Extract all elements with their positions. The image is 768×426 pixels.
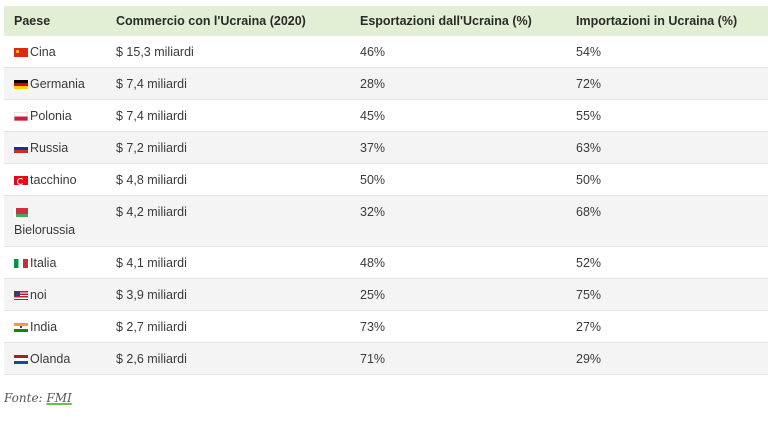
imports-cell: 55%: [576, 109, 602, 123]
country-cell: Italia: [4, 247, 106, 279]
netherlands-flag-icon: [14, 355, 28, 364]
china-flag-icon: [14, 48, 28, 57]
country-cell: Russia: [4, 132, 106, 164]
imports-cell: 54%: [576, 45, 602, 59]
country-name: Olanda: [30, 352, 71, 366]
exports-cell: 32%: [360, 205, 386, 219]
header-trade: Commercio con l'Ucraina (2020): [116, 14, 306, 28]
exports-cell: 25%: [360, 288, 386, 302]
exports-cell: 50%: [360, 173, 386, 187]
country-cell: Olanda: [4, 343, 106, 375]
country-name: Bielorussia: [14, 223, 76, 237]
table-row: Cina $ 15,3 miliardi 46% 54%: [4, 36, 768, 68]
header-imports: Importazioni in Ucraina (%): [576, 14, 738, 28]
trade-cell: $ 7,2 miliardi: [116, 141, 187, 155]
trade-cell: $ 4,2 miliardi: [116, 205, 187, 219]
usa-flag-icon: [14, 291, 28, 300]
exports-cell: 45%: [360, 109, 386, 123]
imports-cell: 27%: [576, 320, 602, 334]
table-row: Polonia $ 7,4 miliardi 45% 55%: [4, 100, 768, 132]
imports-cell: 29%: [576, 352, 602, 366]
trade-cell: $ 15,3 miliardi: [116, 45, 194, 59]
country-name: Germania: [30, 77, 85, 91]
country-cell: Polonia: [4, 100, 106, 132]
imports-cell: 50%: [576, 173, 602, 187]
trade-cell: $ 4,8 miliardi: [116, 173, 187, 187]
table-row: Bielorussia $ 4,2 miliardi 32% 68%: [4, 195, 768, 247]
exports-cell: 73%: [360, 320, 386, 334]
india-flag-icon: [14, 323, 28, 332]
exports-cell: 48%: [360, 256, 386, 270]
table-header-row: Paese Commercio con l'Ucraina (2020) Esp…: [4, 6, 768, 36]
exports-cell: 28%: [360, 77, 386, 91]
imports-cell: 72%: [576, 77, 602, 91]
country-cell: Germania: [4, 68, 106, 100]
italy-flag-icon: [14, 259, 28, 268]
trade-table: Paese Commercio con l'Ucraina (2020) Esp…: [4, 6, 768, 375]
germany-flag-icon: [14, 80, 28, 89]
imports-cell: 68%: [576, 205, 602, 219]
turkey-flag-icon: [14, 176, 28, 185]
trade-cell: $ 4,1 miliardi: [116, 256, 187, 270]
country-name: noi: [30, 288, 47, 302]
country-cell: tacchino: [4, 164, 106, 196]
russia-flag-icon: [14, 144, 28, 153]
table-row: Italia $ 4,1 miliardi 48% 52%: [4, 247, 768, 279]
table-row: Olanda $ 2,6 miliardi 71% 29%: [4, 342, 768, 375]
table-row: noi $ 3,9 miliardi 25% 75%: [4, 278, 768, 311]
country-name: tacchino: [30, 173, 77, 187]
table-row: tacchino $ 4,8 miliardi 50% 50%: [4, 164, 768, 196]
source-link[interactable]: FMI: [46, 391, 72, 405]
country-name: India: [30, 320, 58, 334]
exports-cell: 71%: [360, 352, 386, 366]
belarus-flag-icon: [14, 208, 28, 217]
table-row: India $ 2,7 miliardi 73% 27%: [4, 311, 768, 343]
exports-cell: 46%: [360, 45, 386, 59]
imports-cell: 52%: [576, 256, 602, 270]
country-name: Cina: [30, 45, 56, 59]
trade-cell: $ 7,4 miliardi: [116, 77, 187, 91]
country-name: Polonia: [30, 109, 72, 123]
header-exports: Esportazioni dall'Ucraina (%): [360, 14, 532, 28]
country-cell: Bielorussia: [4, 196, 106, 247]
table-row: Germania $ 7,4 miliardi 28% 72%: [4, 67, 768, 100]
trade-cell: $ 2,7 miliardi: [116, 320, 187, 334]
imports-cell: 63%: [576, 141, 602, 155]
trade-table-container: Paese Commercio con l'Ucraina (2020) Esp…: [4, 6, 768, 375]
header-country: Paese: [14, 14, 51, 28]
country-cell: Cina: [4, 36, 106, 68]
source-prefix: Fonte:: [4, 391, 43, 405]
trade-cell: $ 3,9 miliardi: [116, 288, 187, 302]
trade-cell: $ 7,4 miliardi: [116, 109, 187, 123]
country-cell: noi: [4, 279, 106, 311]
country-name: Russia: [30, 141, 69, 155]
poland-flag-icon: [14, 112, 28, 121]
exports-cell: 37%: [360, 141, 386, 155]
country-cell: India: [4, 311, 106, 343]
table-row: Russia $ 7,2 miliardi 37% 63%: [4, 131, 768, 164]
trade-cell: $ 2,6 miliardi: [116, 352, 187, 366]
country-name: Italia: [30, 256, 57, 270]
imports-cell: 75%: [576, 288, 602, 302]
source-caption: Fonte: FMI: [4, 391, 72, 405]
